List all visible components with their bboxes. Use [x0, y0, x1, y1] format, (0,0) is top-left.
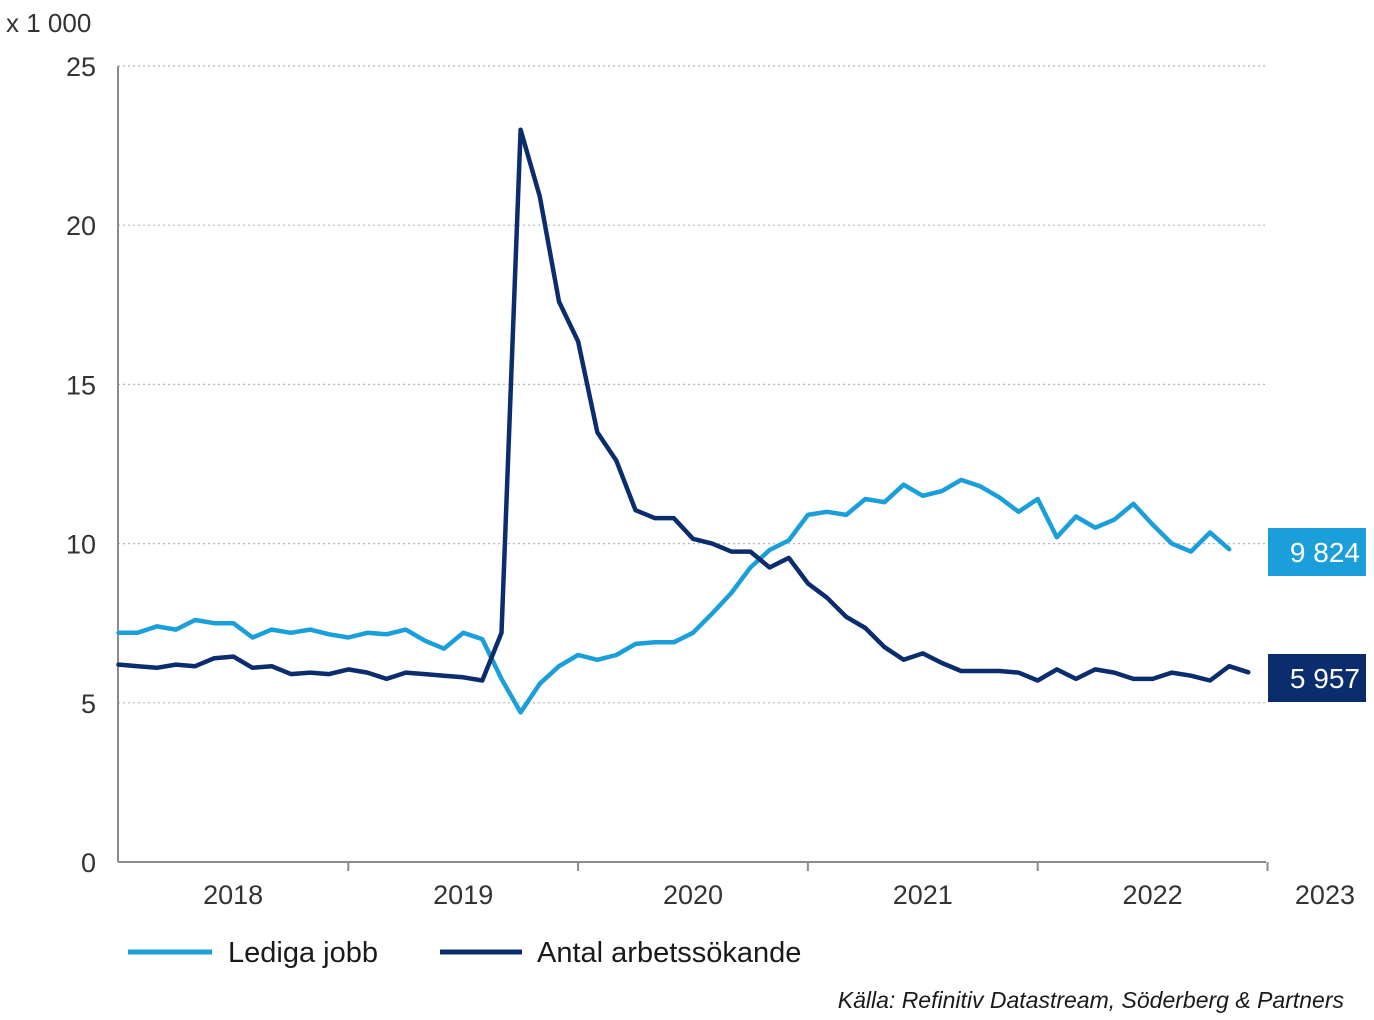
x-tick-label: 2019 — [433, 880, 493, 910]
legend-label-lediga-jobb: Lediga jobb — [228, 937, 378, 969]
end-label-value: 9 824 — [1290, 537, 1360, 568]
end-label-box — [1268, 528, 1366, 576]
x-axis-tick-marks — [347, 862, 1269, 871]
source-note: Källa: Refinitiv Datastream, Söderberg &… — [838, 987, 1345, 1013]
end-label-box — [1268, 654, 1366, 702]
x-axis-tick-labels: 2018 2019 2020 2021 2022 2023 — [203, 880, 1355, 910]
x-tick-label: 2018 — [203, 880, 263, 910]
y-tick-label: 0 — [81, 848, 96, 878]
y-unit-label: x 1 000 — [6, 8, 91, 38]
y-tick-label: 25 — [66, 52, 96, 82]
series-line-lediga-jobb — [116, 477, 1232, 715]
x-tick-label: 2020 — [663, 880, 723, 910]
legend-label-antal-arbetssokande: Antal arbetssökande — [537, 937, 801, 969]
end-label-1: 5 957 — [1268, 654, 1366, 702]
y-tick-label: 5 — [81, 689, 96, 719]
end-label-0: 9 824 — [1268, 528, 1366, 576]
series-group — [116, 127, 1251, 715]
x-tick-label: 2022 — [1123, 880, 1183, 910]
end-value-labels: 9 824 5 957 — [1268, 528, 1366, 702]
series-line-antal-arbetssokande — [116, 127, 1251, 683]
y-tick-label: 10 — [66, 530, 96, 560]
y-tick-label: 20 — [66, 211, 96, 241]
x-tick-label: 2023 — [1295, 880, 1355, 910]
x-tick-label: 2021 — [893, 880, 953, 910]
end-label-value: 5 957 — [1290, 663, 1360, 694]
gridlines — [118, 65, 1266, 704]
legend: Lediga jobb Antal arbetssökande — [128, 937, 801, 969]
y-tick-label: 15 — [66, 370, 96, 400]
y-axis-tick-labels: 0 5 10 15 20 25 — [66, 52, 96, 878]
